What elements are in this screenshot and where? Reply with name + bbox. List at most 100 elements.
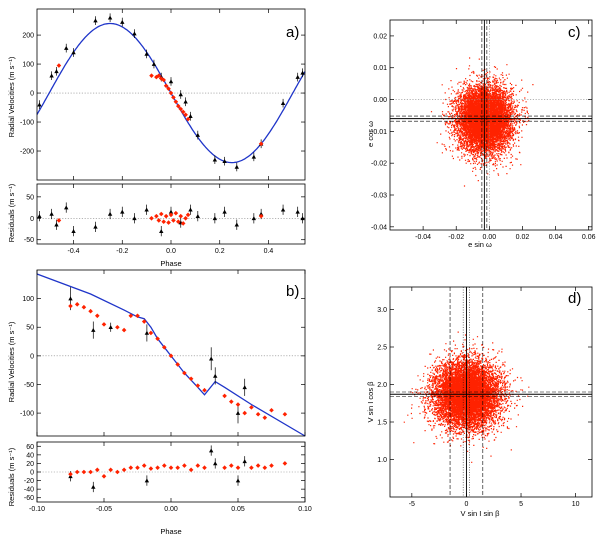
panel-b-black-residual	[242, 459, 247, 464]
panel-a-black-point	[280, 100, 286, 105]
panel-a-label: a)	[286, 24, 299, 41]
panel-b-red-residual	[175, 465, 180, 471]
panel-a-black-point	[222, 158, 227, 163]
panel-b-red-point	[135, 313, 140, 319]
panel-b-red-residual	[115, 469, 120, 475]
panel-d-ylabel: V sin I cos β	[366, 381, 375, 423]
panel-b-black-point	[213, 373, 218, 378]
panel-a-black-residual	[295, 209, 300, 214]
panel-a-black-point	[212, 157, 218, 162]
panel-d-xlabel: V sin I sin β	[461, 509, 501, 518]
panel-a-red-residual	[158, 211, 164, 217]
panel-a-red-point	[185, 116, 191, 122]
panel-d-ytick-label: 3.0	[377, 307, 387, 314]
panel-c-xtick-label: 0.04	[549, 234, 563, 241]
panel-a-black-point	[120, 19, 125, 24]
panel-b-red-point	[128, 313, 134, 319]
panel-b-top-ytick-label: 50	[26, 325, 34, 332]
panel-a-black-point	[300, 70, 305, 75]
panel-b-xtick-label: 0.10	[298, 506, 312, 513]
panel-b-red-point	[249, 405, 254, 410]
panel-a-red-residual	[168, 212, 174, 218]
panel-a-red-residual	[176, 219, 181, 225]
panel-b-red-point	[188, 376, 194, 382]
panel-a: a) Phase Radial Velocities (m s⁻¹) Resid…	[7, 8, 306, 268]
panel-b-red-residual	[81, 469, 87, 475]
panel-b-red-residual	[255, 463, 261, 468]
panel-b: b) Phase Radial Velocities (m s⁻¹) Resid…	[7, 269, 312, 536]
panel-b-red-residual	[229, 463, 234, 468]
panel-a-black-residual	[37, 213, 42, 218]
panel-a-black-point	[251, 154, 257, 159]
panel-a-black-residual	[258, 211, 264, 216]
panel-b-red-residual	[202, 465, 207, 471]
panel-a-xtick-label: -0.4	[68, 248, 80, 255]
panel-d-xtick-label: 0	[464, 501, 468, 508]
panel-b-xtick-label: 0.05	[231, 506, 245, 513]
panel-b-red-residual	[68, 471, 73, 477]
panel-b-black-point	[108, 325, 113, 330]
panel-c-ytick-label: 0.00	[373, 97, 387, 104]
panel-a-black-point	[64, 45, 69, 50]
panel-a-red-residual	[56, 218, 62, 223]
panel-b-red-point	[282, 411, 288, 417]
panel-a-black-residual	[168, 209, 174, 214]
panel-c-frame	[389, 19, 593, 231]
panel-b-red-point	[115, 324, 120, 330]
panel-b-red-residual	[101, 473, 107, 479]
panel-a-black-point	[49, 73, 54, 78]
panel-b-red-point	[242, 410, 247, 416]
panel-a-red-point	[258, 141, 264, 147]
panel-b-black-point	[242, 385, 247, 390]
panel-b-red-residual	[155, 465, 160, 471]
panel-a-black-residual	[132, 216, 137, 221]
panel-b-xlabel: Phase	[160, 527, 181, 536]
panel-a-red-residual	[185, 212, 191, 218]
panel-b-red-point	[175, 362, 180, 367]
panel-d-ytick-label: 1.5	[377, 420, 387, 427]
panel-b-red-point	[222, 393, 227, 399]
panel-a-xtick-label: 0.2	[215, 248, 225, 255]
panel-a-bottom-ytick-label: -50	[24, 237, 34, 244]
panel-b-red-point	[121, 327, 127, 333]
panel-a-red-residual	[156, 218, 162, 223]
panel-b-black-point	[91, 327, 96, 332]
panel-b-red-residual	[121, 467, 127, 473]
panel-a-red-point	[183, 112, 188, 118]
panel-c-ytick-label: 0.01	[373, 65, 387, 72]
panel-c-ytick-label: -0.01	[371, 129, 387, 136]
panel-b-xtick-label: 0.00	[164, 506, 178, 513]
panel-a-bottom-ytick-label: 50	[26, 194, 34, 201]
panel-b-bottom-ytick-label: 40	[26, 452, 34, 459]
panel-b-red-point	[68, 303, 73, 309]
panel-a-red-point	[163, 83, 169, 89]
panel-b-red-point	[101, 322, 107, 327]
panel-a-black-residual	[64, 205, 69, 210]
panel-a-red-point	[171, 95, 176, 100]
panel-a-red-point	[168, 90, 174, 96]
panel-a-red-residual	[154, 213, 159, 219]
panel-b-red-residual	[182, 463, 187, 468]
panel-b-red-residual	[222, 465, 227, 471]
panel-d-frame	[389, 286, 593, 498]
panel-b-top-ytick-label: -100	[20, 411, 34, 418]
panel-a-top-ytick-label: 100	[22, 62, 34, 69]
panel-b-red-point	[202, 387, 207, 393]
panel-a-black-residual	[188, 207, 193, 212]
panel-b-red-point	[148, 330, 154, 336]
panel-b-black-residual	[144, 478, 150, 483]
panel-a-black-residual	[71, 228, 76, 233]
panel-c-xlabel: e sin ω	[468, 240, 492, 249]
panel-a-red-residual	[163, 213, 169, 219]
panel-c-ytick-label: -0.03	[371, 193, 387, 200]
panel-b-red-point	[95, 313, 100, 319]
panel-a-black-point	[54, 69, 59, 74]
panel-b-xtick-label: -0.05	[96, 506, 112, 513]
panel-a-black-residual	[144, 207, 149, 212]
panel-a-black-point	[195, 132, 200, 137]
panel-b-red-point	[81, 304, 87, 310]
panel-a-black-point	[178, 92, 183, 97]
panel-b-red-residual	[262, 465, 268, 471]
panel-a-black-point	[168, 79, 174, 84]
panel-b-red-residual	[249, 465, 254, 471]
